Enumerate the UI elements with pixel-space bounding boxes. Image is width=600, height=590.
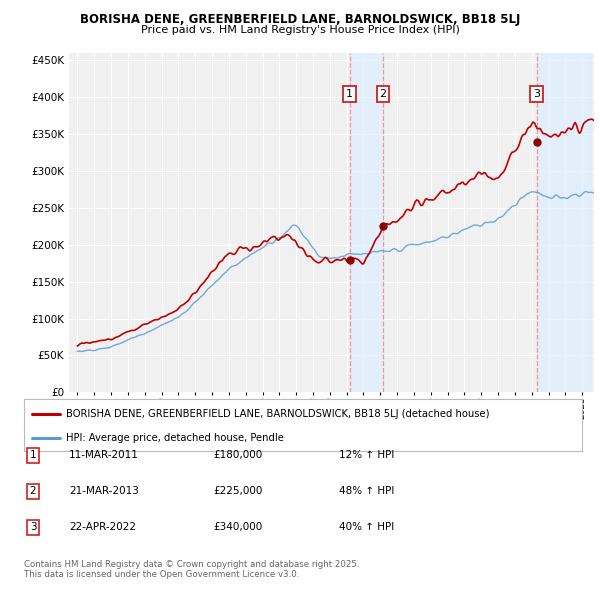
Text: 1: 1 [29, 451, 37, 460]
Text: 48% ↑ HPI: 48% ↑ HPI [339, 487, 394, 496]
Text: £180,000: £180,000 [213, 451, 262, 460]
Text: 11-MAR-2011: 11-MAR-2011 [69, 451, 139, 460]
Text: 22-APR-2022: 22-APR-2022 [69, 523, 136, 532]
Text: HPI: Average price, detached house, Pendle: HPI: Average price, detached house, Pend… [66, 434, 284, 443]
Text: 3: 3 [533, 89, 540, 99]
Text: 40% ↑ HPI: 40% ↑ HPI [339, 523, 394, 532]
Text: Contains HM Land Registry data © Crown copyright and database right 2025.
This d: Contains HM Land Registry data © Crown c… [24, 560, 359, 579]
Text: 3: 3 [29, 523, 37, 532]
Text: Price paid vs. HM Land Registry's House Price Index (HPI): Price paid vs. HM Land Registry's House … [140, 25, 460, 35]
Text: 21-MAR-2013: 21-MAR-2013 [69, 487, 139, 496]
Bar [536, 53, 590, 392]
Text: 2: 2 [380, 89, 387, 99]
Text: BORISHA DENE, GREENBERFIELD LANE, BARNOLDSWICK, BB18 5LJ: BORISHA DENE, GREENBERFIELD LANE, BARNOL… [80, 13, 520, 26]
Text: £340,000: £340,000 [213, 523, 262, 532]
Text: 12% ↑ HPI: 12% ↑ HPI [339, 451, 394, 460]
Bar [350, 53, 383, 392]
Text: BORISHA DENE, GREENBERFIELD LANE, BARNOLDSWICK, BB18 5LJ (detached house): BORISHA DENE, GREENBERFIELD LANE, BARNOL… [66, 409, 490, 419]
Text: 2: 2 [29, 487, 37, 496]
Text: £225,000: £225,000 [213, 487, 262, 496]
Text: 1: 1 [346, 89, 353, 99]
